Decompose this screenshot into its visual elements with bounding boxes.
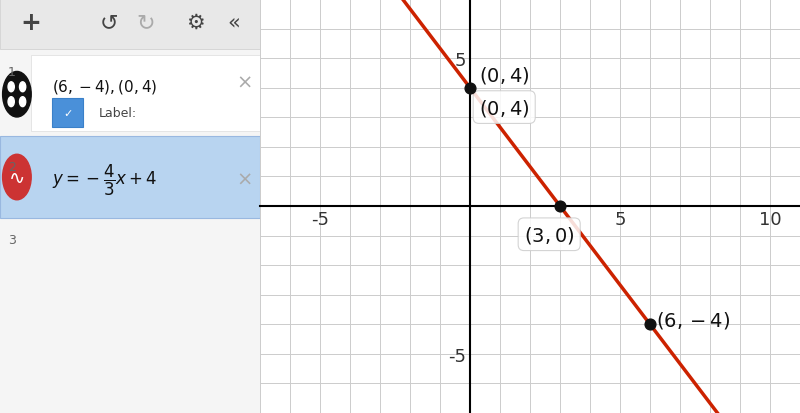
Text: +: + bbox=[21, 11, 42, 35]
Text: $(0, 4)$: $(0, 4)$ bbox=[479, 64, 530, 85]
Text: ∿: ∿ bbox=[9, 168, 25, 187]
Text: ✓: ✓ bbox=[63, 109, 72, 119]
Circle shape bbox=[8, 83, 14, 93]
Text: «: « bbox=[228, 13, 240, 33]
Circle shape bbox=[19, 83, 26, 93]
Point bbox=[464, 85, 477, 92]
Text: 2: 2 bbox=[8, 161, 16, 174]
Text: ×: × bbox=[236, 73, 253, 92]
Text: $(6, -4)$: $(6, -4)$ bbox=[656, 310, 730, 330]
Point bbox=[554, 203, 566, 210]
Text: ⚙: ⚙ bbox=[186, 13, 204, 33]
Text: $(3, 0)$: $(3, 0)$ bbox=[524, 224, 574, 245]
Text: 3: 3 bbox=[8, 233, 16, 246]
Text: ↺: ↺ bbox=[100, 13, 118, 33]
Text: $y = -\dfrac{4}{3}x + 4$: $y = -\dfrac{4}{3}x + 4$ bbox=[52, 162, 158, 197]
Circle shape bbox=[8, 97, 14, 107]
Text: ↻: ↻ bbox=[136, 13, 155, 33]
Text: ×: × bbox=[236, 170, 253, 189]
Point bbox=[643, 321, 656, 328]
Text: 1: 1 bbox=[8, 66, 16, 79]
Circle shape bbox=[19, 97, 26, 107]
Circle shape bbox=[2, 72, 31, 118]
Text: $(6,-4),(0,4)$: $(6,-4),(0,4)$ bbox=[52, 78, 158, 96]
FancyBboxPatch shape bbox=[31, 56, 260, 132]
Text: $(0, 4)$: $(0, 4)$ bbox=[479, 97, 530, 118]
FancyBboxPatch shape bbox=[0, 0, 260, 50]
Text: Label:: Label: bbox=[99, 107, 137, 120]
Circle shape bbox=[2, 155, 31, 200]
FancyBboxPatch shape bbox=[0, 136, 260, 219]
FancyBboxPatch shape bbox=[52, 99, 83, 128]
